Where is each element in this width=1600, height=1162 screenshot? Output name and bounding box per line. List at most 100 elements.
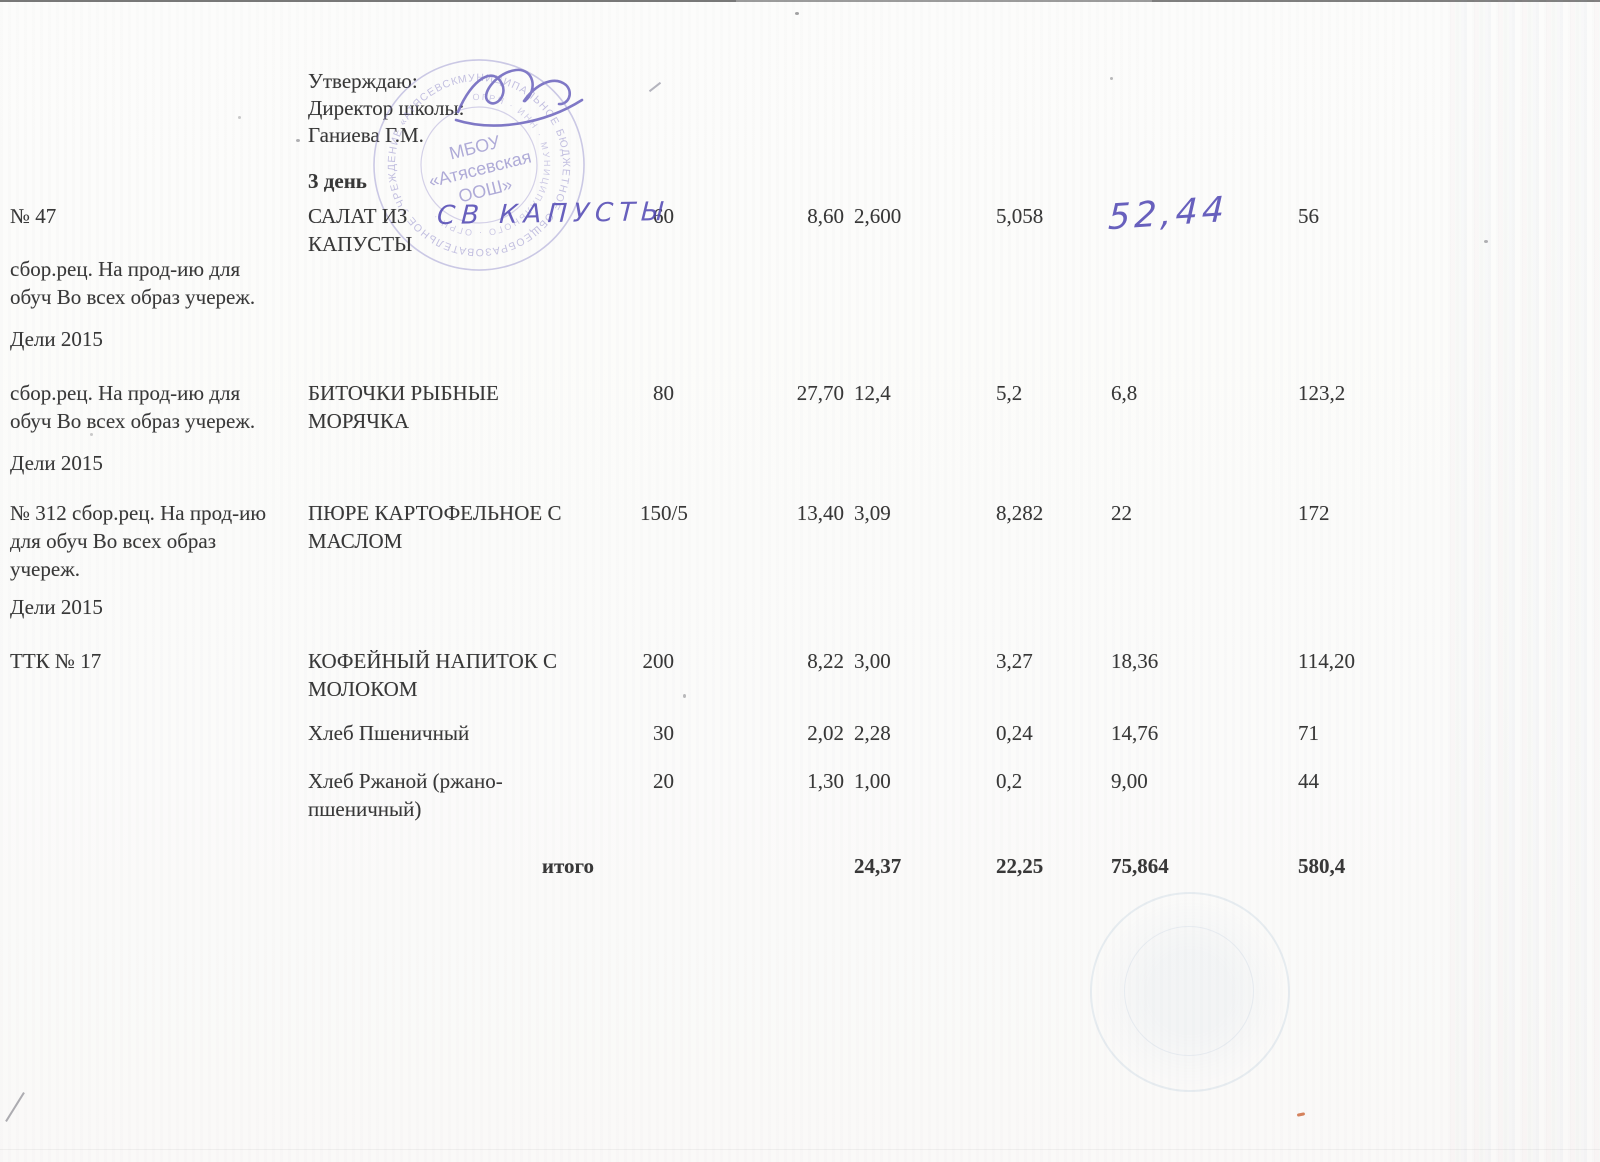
dish-name: САЛАТ ИЗ КАПУСТЫ: [308, 202, 640, 353]
table-value: 1,30: [807, 769, 844, 793]
dish-line: КАПУСТЫ: [308, 232, 413, 256]
dust-speck: [795, 12, 799, 15]
table-value-empty: [710, 852, 850, 880]
dust-speck: [296, 139, 300, 142]
dish-line: САЛАТ ИЗ: [308, 204, 408, 228]
table-value: 3,09: [854, 501, 891, 525]
dish-line: МОРЯЧКА: [308, 409, 410, 433]
dish-line: Хлеб Ржаной (ржано-: [308, 769, 503, 793]
day-label: 3 день: [308, 169, 367, 193]
portion-value: 200: [642, 649, 675, 673]
approval-label: Утверждаю:: [308, 69, 418, 93]
stamp-outer-ring: [373, 59, 585, 271]
portion-value: [640, 852, 710, 880]
dish-line: МАСЛОМ: [308, 529, 403, 553]
recipe-ref-edition: Дели 2015: [10, 595, 103, 619]
menu-row: № 312 сбор.рец. На прод-ию для обуч Во в…: [10, 499, 1600, 621]
table-value: 2,600: [854, 204, 902, 228]
total-label: итого: [541, 854, 594, 878]
menu-row: № 47 сбор.рец. На прод-ию для обуч Во вс…: [10, 202, 1600, 353]
total-row: итого 24,37 22,25 75,864 580,4: [10, 852, 1600, 880]
dish-name: Хлеб Ржаной (ржано- пшеничный): [308, 767, 640, 823]
portion-value: 30: [653, 721, 674, 745]
menu-row: Хлеб Ржаной (ржано- пшеничный) 20 1,30 1…: [10, 767, 1600, 823]
dust-speck: [1110, 77, 1113, 80]
table-value: 2,02: [807, 721, 844, 745]
table-value: 27,70: [796, 381, 844, 405]
table-value: 22: [1111, 501, 1132, 525]
table-value: 5,058: [996, 204, 1044, 228]
table-value: 5,2: [996, 381, 1023, 405]
table-value: 123,2: [1298, 381, 1346, 405]
table-value: 18,36: [1111, 649, 1159, 673]
faint-stamp-watermark: [1090, 892, 1290, 1092]
table-value: 2,28: [854, 721, 891, 745]
dish-name: ПЮРЕ КАРТОФЕЛЬНОЕ С МАСЛОМ: [308, 499, 640, 621]
menu-row: сбор.рец. На прод-ию для обуч Во всех об…: [10, 379, 1600, 477]
table-value: 3,27: [996, 649, 1033, 673]
recipe-ref-number: № 47: [10, 204, 57, 228]
scan-streaks: [1450, 0, 1600, 1162]
dish-line: пшеничный): [308, 797, 422, 821]
recipe-ref: [10, 852, 308, 880]
dust-speck: [1484, 240, 1488, 243]
portion-value: 20: [653, 769, 674, 793]
table-value: 9,00: [1111, 769, 1148, 793]
dish-name: Хлеб Пшеничный: [308, 719, 640, 747]
table-value: 0,2: [996, 769, 1023, 793]
table-value: 6,8: [1111, 381, 1138, 405]
menu-row: Хлеб Пшеничный 30 2,02 2,28 0,24 14,76 7…: [10, 719, 1600, 747]
recipe-ref: ТТК № 17: [10, 647, 308, 703]
total-value: 24,37: [854, 854, 902, 878]
menu-row: ТТК № 17 КОФЕЙНЫЙ НАПИТОК С МОЛОКОМ 200 …: [10, 647, 1600, 703]
table-value: 3,00: [854, 649, 891, 673]
handwritten-dish-note: СВ КАПУСТЫ: [436, 196, 669, 232]
recipe-ref-source: сбор.рец. На прод-ию для обуч Во всех об…: [10, 257, 256, 309]
recipe-ref-source: сбор.рец. На прод-ию для обуч Во всех об…: [10, 381, 256, 433]
recipe-ref: № 312 сбор.рец. На прод-ию для обуч Во в…: [10, 499, 308, 621]
dust-speck: [683, 694, 686, 698]
table-value: 172: [1298, 501, 1330, 525]
dish-line: Хлеб Пшеничный: [308, 721, 470, 745]
table-value: 1,00: [854, 769, 891, 793]
recipe-ref: [10, 719, 308, 747]
table-value: 14,76: [1111, 721, 1159, 745]
dish-name: КОФЕЙНЫЙ НАПИТОК С МОЛОКОМ: [308, 647, 640, 703]
total-value: 75,864: [1111, 854, 1169, 878]
recipe-ref-source: № 312 сбор.рец. На прод-ию для обуч Во в…: [10, 501, 267, 581]
total-value: 580,4: [1298, 854, 1346, 878]
table-value: 44: [1298, 769, 1319, 793]
stamp-inner-ring: [420, 106, 538, 224]
approval-block: Утверждаю: Директор школы: Ганиева Г.М. …: [308, 68, 638, 195]
recipe-ref: [10, 767, 308, 823]
table-value: 12,4: [854, 381, 891, 405]
portion-value: 60: [653, 204, 674, 228]
table-value: 0,24: [996, 721, 1033, 745]
table-value: 8,60: [807, 204, 844, 228]
recipe-ref-edition: Дели 2015: [10, 451, 103, 475]
recipe-ref: сбор.рец. На прод-ию для обуч Во всех об…: [10, 379, 308, 477]
director-name: Ганиева Г.М.: [308, 123, 424, 147]
recipe-ref-number: ТТК № 17: [10, 649, 102, 673]
scan-edge-artifact-top: [0, 0, 1600, 2]
recipe-ref: № 47 сбор.рец. На прод-ию для обуч Во вс…: [10, 202, 308, 353]
director-label: Директор школы:: [308, 96, 465, 120]
table-value: 8,282: [996, 501, 1044, 525]
dish-line: КОФЕЙНЫЙ НАПИТОК С: [308, 649, 558, 673]
handwritten-price-value: 52,44: [1107, 189, 1229, 239]
director-signature: [454, 68, 584, 127]
scan-edge-artifact-bottom: [0, 1149, 1600, 1150]
ink-speck: [1296, 1112, 1306, 1117]
table-value: 114,20: [1298, 649, 1355, 673]
portion-value: 80: [653, 381, 674, 405]
dish-name: БИТОЧКИ РЫБНЫЕ МОРЯЧКА: [308, 379, 640, 477]
table-value: 8,22: [807, 649, 844, 673]
pencil-mark: [5, 1092, 25, 1122]
dish-line: МОЛОКОМ: [308, 677, 418, 701]
dish-line: БИТОЧКИ РЫБНЫЕ: [308, 381, 499, 405]
recipe-ref-edition: Дели 2015: [10, 327, 103, 351]
dust-speck: [238, 116, 241, 119]
portion-value: 150/5: [640, 501, 688, 525]
table-value: 56: [1298, 204, 1319, 228]
